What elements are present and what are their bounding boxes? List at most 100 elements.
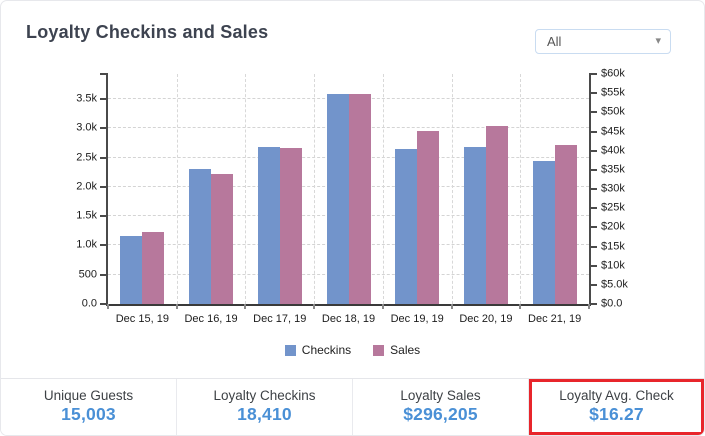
x-axis-tick — [381, 304, 384, 309]
stat-value: $16.27 — [589, 404, 644, 424]
x-axis-tick — [588, 304, 590, 309]
stat-cell: Loyalty Sales $296,205 — [352, 379, 528, 435]
legend-item: Sales — [373, 343, 420, 357]
y-axis-right-label: $10k — [601, 259, 625, 272]
y-axis-right-label: $30k — [601, 182, 625, 195]
bar-sales — [485, 125, 508, 304]
stat-value: 18,410 — [237, 404, 292, 424]
bar-checkins — [395, 148, 418, 304]
y-axis-right-tick — [589, 130, 597, 133]
bar-sales — [417, 130, 440, 304]
bar-groups — [108, 74, 589, 304]
stat-cell: Unique Guests 15,003 — [1, 379, 176, 435]
y-axis-right-tick — [589, 226, 597, 229]
y-axis-left-label: 1.0k — [76, 238, 97, 251]
x-axis-label: Dec 21, 19 — [528, 313, 582, 325]
y-axis-left-tick — [100, 127, 108, 130]
y-axis-left-label: 3.0k — [76, 121, 97, 134]
stat-cell: Loyalty Avg. Check $16.27 — [528, 379, 704, 435]
y-axis-right-tick — [589, 168, 597, 171]
y-axis-right-tick — [589, 245, 597, 248]
x-axis-tick — [244, 304, 247, 309]
bar-checkins — [463, 147, 486, 304]
bar-checkins — [189, 169, 212, 304]
filter-dropdown[interactable]: All ▾ — [535, 29, 671, 54]
v-gridline — [520, 74, 522, 304]
y-axis-left-label: 0.0 — [81, 297, 97, 310]
page-title: Loyalty Checkins and Sales — [26, 22, 269, 42]
bar-checkins — [257, 147, 280, 304]
y-axis-right-label: $60k — [601, 67, 625, 80]
v-gridline — [314, 74, 316, 304]
bar-group — [452, 74, 521, 304]
y-axis-right-label: $55k — [601, 86, 625, 99]
bar-group — [314, 74, 383, 304]
bar-checkins — [120, 236, 143, 304]
stat-value: 15,003 — [61, 404, 116, 424]
bar-group — [108, 74, 177, 304]
y-axis-left-tick — [100, 215, 108, 218]
bar-sales — [279, 147, 302, 304]
y-axis-left-label: 500 — [78, 268, 97, 281]
v-gridline — [451, 74, 453, 304]
x-axis-tick — [313, 304, 316, 309]
y-axis-right-tick — [589, 303, 597, 305]
v-gridline — [382, 74, 384, 304]
y-axis-right-label: $35k — [601, 163, 625, 176]
v-gridline — [245, 74, 247, 304]
y-axis-left-tick — [100, 273, 108, 276]
x-axis-label: Dec 20, 19 — [459, 313, 513, 325]
y-axis-right-tick — [589, 264, 597, 267]
stat-cell: Loyalty Checkins 18,410 — [176, 379, 352, 435]
legend-item: Checkins — [284, 343, 352, 357]
legend-swatch-icon — [284, 344, 296, 356]
y-axis-left-tick — [100, 244, 108, 247]
legend-label: Sales — [390, 343, 421, 357]
x-axis-label: Dec 16, 19 — [184, 313, 238, 325]
y-axis-right-tick — [589, 188, 597, 190]
bar-sales — [348, 94, 371, 304]
x-axis-tick — [175, 304, 178, 309]
bar-sales — [211, 173, 234, 304]
y-axis-left-tick — [100, 156, 108, 159]
y-axis-left-tick — [100, 98, 108, 101]
chart-legend: Checkins Sales — [1, 343, 704, 357]
y-axis-right-tick — [589, 111, 597, 114]
y-axis-left-tick — [100, 73, 108, 75]
y-axis-left-label: 2.0k — [76, 180, 97, 193]
x-axis-label: Dec 18, 19 — [321, 313, 376, 325]
v-gridline — [176, 74, 178, 304]
x-axis-tick — [450, 304, 453, 309]
bar-group — [383, 74, 452, 304]
stat-label: Unique Guests — [43, 388, 134, 403]
y-axis-right-label: $25k — [601, 201, 625, 214]
bar-sales — [142, 232, 165, 304]
y-axis-right-label: $5.0k — [601, 278, 628, 291]
y-axis-left-label: 2.5k — [76, 151, 97, 164]
bar-group — [245, 74, 314, 304]
filter-dropdown-value: All — [547, 34, 562, 49]
x-axis-label: Dec 15, 19 — [115, 313, 169, 325]
y-axis-right-tick — [589, 283, 597, 286]
bar-group — [177, 74, 246, 304]
stat-value: $296,205 — [403, 404, 478, 424]
y-axis-right-label: $0.0 — [601, 297, 623, 310]
y-axis-left-tick — [100, 303, 108, 305]
y-axis-right-label: $50k — [601, 105, 625, 118]
y-axis-left-label: 1.5k — [76, 209, 97, 222]
y-axis-right-label: $20k — [601, 220, 625, 233]
x-axis-label: Dec 17, 19 — [253, 313, 307, 325]
y-axis-right-tick — [589, 149, 597, 152]
bar-sales — [554, 144, 577, 304]
y-axis-right-label: $45k — [601, 125, 625, 137]
chevron-down-icon: ▾ — [655, 35, 661, 47]
bar-group — [520, 74, 589, 304]
legend-label: Checkins — [301, 343, 352, 357]
x-axis-tick — [519, 304, 522, 309]
x-axis-tick — [107, 304, 109, 309]
y-axis-right-label: $15k — [601, 240, 625, 252]
bar-checkins — [326, 94, 349, 304]
stat-label: Loyalty Checkins — [213, 388, 316, 403]
y-axis-left-tick — [100, 185, 108, 188]
